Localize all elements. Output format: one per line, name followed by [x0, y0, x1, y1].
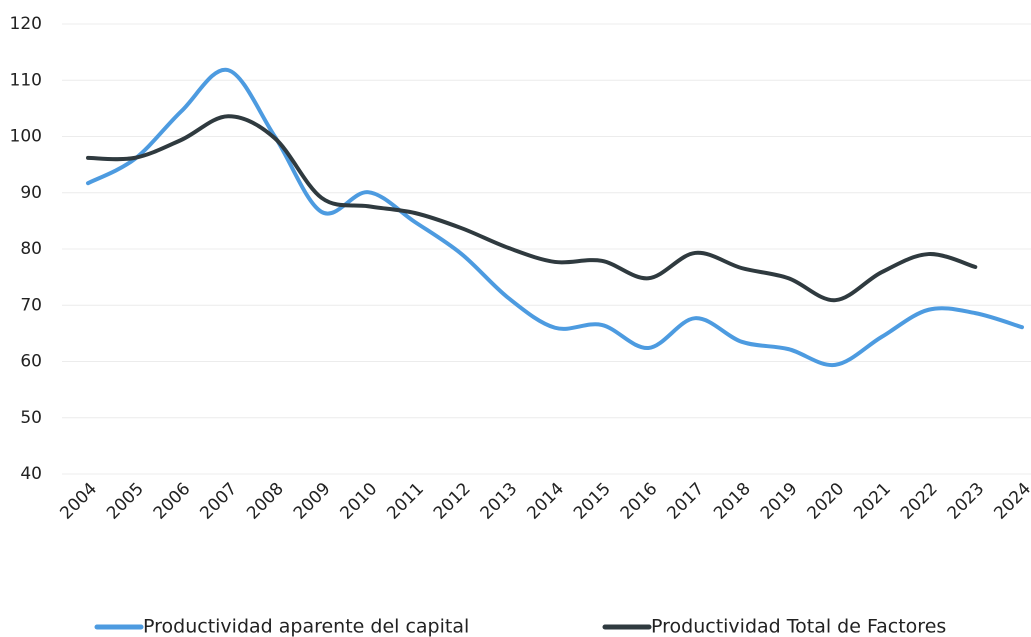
x-tick-label: 2008 — [243, 479, 288, 524]
x-tick-label: 2010 — [337, 479, 382, 524]
legend-label: Productividad Total de Factores — [651, 616, 946, 637]
x-tick-label: 2018 — [710, 479, 755, 524]
y-tick-label: 70 — [20, 295, 42, 315]
x-tick-label: 2016 — [617, 479, 662, 524]
x-tick-label: 2004 — [56, 479, 101, 524]
x-tick-label: 2012 — [430, 479, 475, 524]
y-tick-label: 40 — [20, 464, 42, 484]
x-tick-label: 2005 — [103, 479, 148, 524]
legend-label: Productividad aparente del capital — [143, 616, 469, 637]
y-tick-label: 80 — [20, 239, 42, 259]
x-tick-label: 2013 — [477, 479, 522, 524]
y-tick-label: 110 — [10, 70, 42, 90]
x-tick-label: 2023 — [944, 479, 989, 524]
x-tick-label: 2024 — [990, 479, 1031, 524]
x-tick-label: 2015 — [570, 479, 615, 524]
y-tick-label: 100 — [10, 127, 42, 147]
x-tick-label: 2019 — [757, 479, 802, 524]
x-tick-label: 2007 — [196, 479, 241, 524]
y-tick-label: 90 — [20, 183, 42, 203]
x-tick-label: 2022 — [897, 479, 942, 524]
series-line — [86, 67, 1024, 367]
x-tick-label: 2006 — [150, 479, 195, 524]
x-tick-label: 2017 — [663, 479, 708, 524]
x-tick-label: 2011 — [383, 479, 428, 524]
x-tick-label: 2021 — [850, 479, 895, 524]
x-tick-label: 2009 — [290, 479, 335, 524]
y-tick-label: 50 — [20, 408, 42, 428]
x-tick-label: 2020 — [804, 479, 849, 524]
y-tick-label: 60 — [20, 352, 42, 372]
y-tick-label: 120 — [10, 14, 42, 34]
x-tick-label: 2014 — [523, 479, 568, 524]
series-line — [86, 114, 978, 303]
